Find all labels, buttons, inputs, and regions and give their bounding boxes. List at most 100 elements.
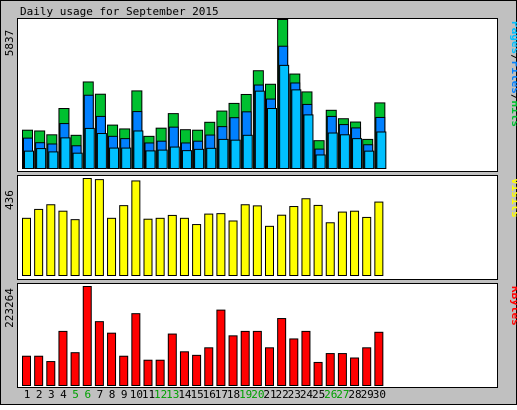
bar-visits-day-15 bbox=[192, 224, 202, 276]
bar-kbytes-day-20 bbox=[252, 330, 262, 387]
bar-pages-day-19 bbox=[242, 134, 253, 169]
panel-kbytes: 223264 KBytes bbox=[3, 283, 517, 388]
x-tick-label-day-12: 12 bbox=[154, 388, 167, 401]
bar-kbytes-day-27 bbox=[337, 353, 347, 386]
bar-pages-day-4 bbox=[60, 137, 71, 170]
bar-kbytes-day-14 bbox=[179, 351, 189, 387]
bar-visits-day-30 bbox=[374, 201, 384, 276]
bar-pages-day-24 bbox=[303, 114, 314, 169]
legend-entry-kbytes-0: KBytes bbox=[509, 286, 517, 326]
bar-visits-day-8 bbox=[107, 217, 117, 276]
panel-hits-files-pages: 5837 Pages/Files/Hits bbox=[3, 18, 517, 172]
x-tick-label-day-1: 1 bbox=[24, 388, 31, 401]
bar-visits-day-20 bbox=[252, 205, 262, 277]
x-tick-label-day-29: 29 bbox=[361, 388, 374, 401]
bar-pages-day-16 bbox=[206, 147, 217, 169]
bar-pages-day-9 bbox=[121, 147, 132, 170]
bar-kbytes-day-21 bbox=[265, 347, 274, 387]
x-tick-label-day-22: 22 bbox=[276, 388, 289, 401]
bar-kbytes-day-5 bbox=[70, 352, 80, 386]
bar-visits-day-29 bbox=[362, 216, 372, 276]
x-tick-label-day-28: 28 bbox=[348, 388, 361, 401]
legend-entry-visits-0: Visits bbox=[509, 178, 517, 218]
bar-kbytes-day-12 bbox=[155, 359, 165, 386]
x-tick-label-day-6: 6 bbox=[84, 388, 91, 401]
x-tick-label-day-7: 7 bbox=[97, 388, 104, 401]
bar-visits-day-9 bbox=[119, 205, 129, 276]
bar-kbytes-day-26 bbox=[325, 353, 335, 386]
y-max-label-hits-files-pages: 5837 bbox=[3, 30, 16, 57]
bar-visits-day-4 bbox=[58, 210, 68, 276]
bar-kbytes-day-2 bbox=[34, 355, 44, 386]
bar-visits-day-19 bbox=[240, 204, 250, 276]
bar-kbytes-day-6 bbox=[82, 286, 92, 386]
bar-kbytes-day-28 bbox=[350, 357, 360, 386]
bar-visits-day-11 bbox=[143, 218, 153, 276]
bar-pages-day-26 bbox=[327, 132, 338, 169]
bar-kbytes-day-29 bbox=[362, 347, 372, 387]
bar-kbytes-day-17 bbox=[216, 309, 226, 386]
bar-pages-day-11 bbox=[145, 150, 156, 170]
bar-visits-day-1 bbox=[22, 217, 31, 276]
bar-visits-day-14 bbox=[179, 217, 189, 276]
x-tick-label-day-27: 27 bbox=[336, 388, 349, 401]
bar-pages-day-20 bbox=[254, 90, 265, 169]
legend-entry-hits-files-pages-0: Pages bbox=[509, 21, 517, 54]
panel-visits: 436 Visits bbox=[3, 175, 517, 280]
bar-kbytes-day-16 bbox=[204, 347, 214, 387]
bar-visits-day-13 bbox=[167, 214, 177, 277]
bar-kbytes-day-15 bbox=[192, 354, 202, 386]
x-tick-label-day-4: 4 bbox=[60, 388, 67, 401]
x-tick-label-day-9: 9 bbox=[121, 388, 128, 401]
legend-hits-files-pages: Pages/Files/Hits bbox=[509, 21, 517, 127]
x-tick-label-day-14: 14 bbox=[178, 388, 192, 401]
bar-pages-day-21 bbox=[267, 108, 277, 169]
x-tick-label-day-24: 24 bbox=[300, 388, 314, 401]
bar-kbytes-day-11 bbox=[143, 359, 153, 386]
legend-visits: Visits bbox=[509, 178, 517, 218]
bar-pages-day-12 bbox=[157, 149, 168, 170]
bar-pages-day-3 bbox=[48, 151, 59, 170]
bar-visits-day-28 bbox=[350, 210, 360, 276]
bar-visits-day-12 bbox=[155, 217, 165, 276]
x-tick-label-day-18: 18 bbox=[227, 388, 240, 401]
bar-pages-day-23 bbox=[291, 89, 302, 169]
bar-visits-day-26 bbox=[325, 222, 335, 276]
x-tick-label-day-11: 11 bbox=[142, 388, 155, 401]
x-tick-label-day-3: 3 bbox=[48, 388, 55, 401]
x-tick-label-day-21: 21 bbox=[263, 388, 276, 401]
x-tick-label-day-23: 23 bbox=[288, 388, 301, 401]
bar-pages-day-10 bbox=[133, 130, 144, 169]
bar-kbytes-day-3 bbox=[46, 361, 56, 387]
bar-visits-day-2 bbox=[34, 208, 44, 277]
bar-kbytes-day-18 bbox=[228, 335, 238, 386]
bar-pages-day-8 bbox=[109, 147, 120, 170]
bar-kbytes-day-30 bbox=[374, 331, 384, 387]
bar-kbytes-day-24 bbox=[301, 330, 311, 387]
bar-kbytes-day-9 bbox=[119, 355, 129, 386]
bar-visits-day-25 bbox=[313, 204, 323, 276]
bar-visits-day-23 bbox=[289, 206, 299, 276]
legend-entry-hits-files-pages-2: Files bbox=[509, 61, 517, 94]
bar-pages-day-14 bbox=[181, 150, 192, 169]
bar-pages-day-29 bbox=[364, 150, 375, 170]
y-max-label-kbytes: 223264 bbox=[3, 288, 16, 328]
x-tick-label-day-2: 2 bbox=[36, 388, 43, 401]
bar-visits-day-17 bbox=[216, 213, 226, 277]
bar-visits-day-24 bbox=[301, 198, 311, 276]
bar-visits-day-27 bbox=[337, 211, 347, 277]
x-tick-label-day-10: 10 bbox=[130, 388, 143, 401]
x-tick-label-day-16: 16 bbox=[203, 388, 216, 401]
bar-pages-day-17 bbox=[218, 138, 229, 169]
x-tick-label-day-19: 19 bbox=[239, 388, 252, 401]
legend-kbytes: KBytes bbox=[509, 286, 517, 326]
bar-pages-day-6 bbox=[84, 127, 95, 170]
legend-entry-hits-files-pages-4: Hits bbox=[509, 101, 517, 128]
bar-pages-day-30 bbox=[376, 131, 387, 169]
bar-kbytes-day-4 bbox=[58, 330, 68, 387]
bar-kbytes-day-19 bbox=[240, 330, 250, 387]
bar-visits-day-6 bbox=[82, 178, 92, 276]
bar-pages-day-18 bbox=[230, 139, 241, 169]
